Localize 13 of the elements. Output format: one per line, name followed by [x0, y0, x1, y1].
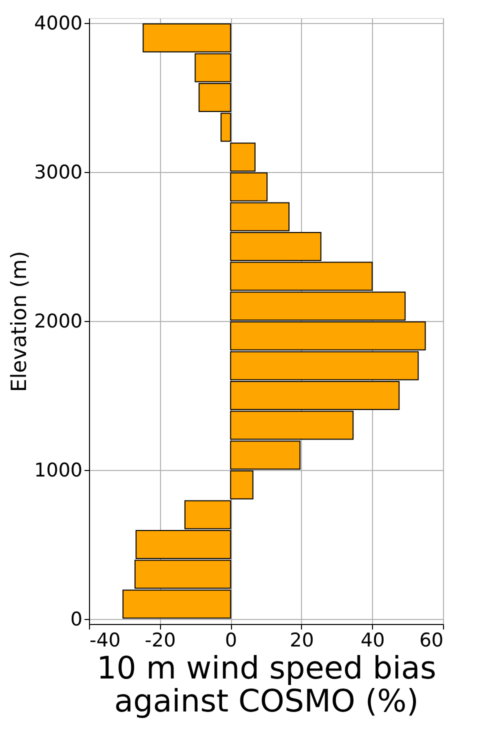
y-tick-label: 1000: [34, 460, 82, 482]
x-tick-label: 0: [225, 630, 238, 652]
y-axis-title: Elevation (m): [7, 250, 32, 392]
x-axis-title: 10 m wind speed bias against COSMO (%): [96, 650, 436, 720]
y-tick-label: 2000: [34, 310, 82, 332]
y-tick-label: 4000: [34, 12, 82, 34]
x-tick-label: 20: [290, 630, 314, 652]
y-tick-label: 0: [70, 608, 82, 630]
x-tick-label: -40: [90, 630, 121, 652]
x-tick-label: 60: [419, 630, 444, 652]
x-tick-label: -20: [144, 630, 176, 652]
y-tick-label: 3000: [34, 162, 82, 184]
x-tick-label: 40: [360, 630, 385, 652]
